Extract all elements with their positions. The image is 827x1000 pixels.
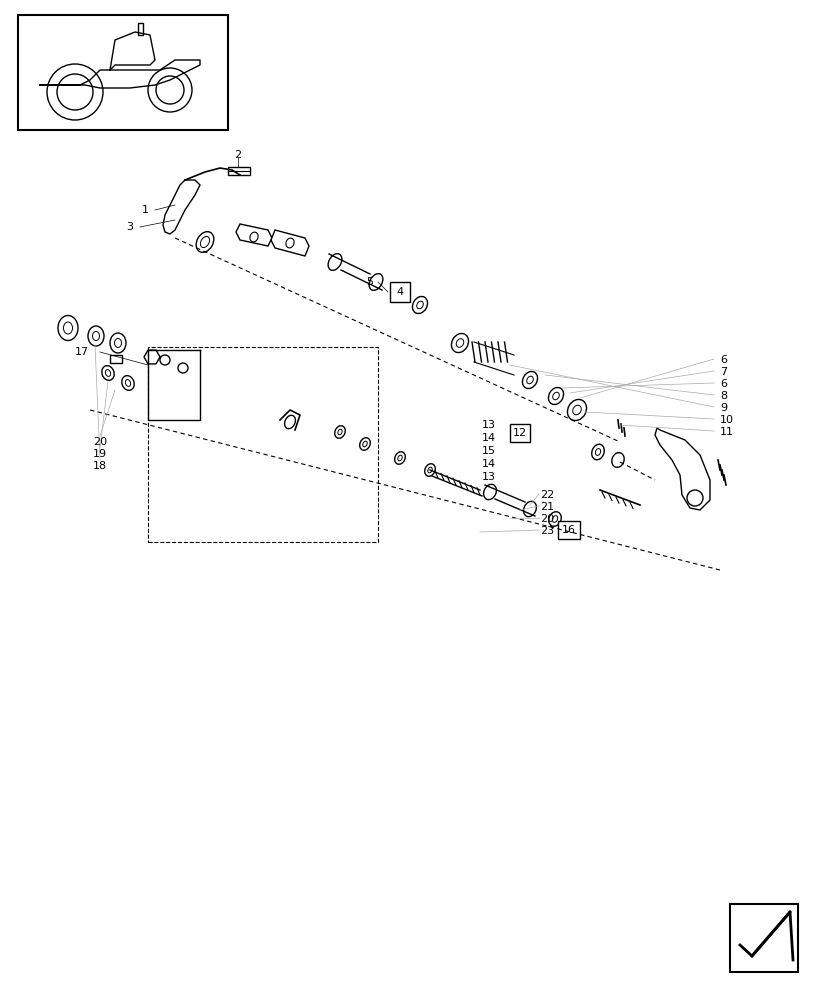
Text: 10: 10 [719, 415, 733, 425]
Text: 21: 21 [539, 502, 553, 512]
Text: 14: 14 [481, 433, 495, 443]
Ellipse shape [424, 464, 435, 476]
Ellipse shape [64, 322, 73, 334]
Text: 5: 5 [366, 277, 373, 287]
Text: 14: 14 [481, 459, 495, 469]
Ellipse shape [547, 387, 563, 405]
Bar [509, 424, 529, 442]
Polygon shape [236, 224, 272, 246]
Ellipse shape [428, 467, 432, 473]
Bar [390, 282, 409, 302]
Text: 7: 7 [719, 367, 726, 377]
Circle shape [148, 68, 192, 112]
Ellipse shape [102, 366, 114, 380]
Ellipse shape [88, 326, 104, 346]
Ellipse shape [196, 232, 213, 252]
Text: 4: 4 [396, 287, 403, 297]
Ellipse shape [526, 376, 533, 384]
Ellipse shape [397, 455, 402, 461]
Ellipse shape [93, 332, 99, 340]
Ellipse shape [114, 338, 122, 348]
Ellipse shape [416, 301, 423, 309]
Circle shape [686, 490, 702, 506]
Ellipse shape [285, 238, 294, 248]
Ellipse shape [125, 380, 131, 386]
Ellipse shape [548, 512, 561, 526]
Circle shape [155, 76, 184, 104]
Ellipse shape [552, 516, 557, 522]
Ellipse shape [337, 429, 342, 435]
Ellipse shape [334, 426, 345, 438]
Ellipse shape [58, 316, 78, 340]
Text: 2: 2 [234, 150, 241, 160]
Bar [138, 23, 143, 35]
Polygon shape [163, 180, 200, 234]
Ellipse shape [566, 399, 586, 421]
Text: 22: 22 [539, 490, 553, 500]
Text: 16: 16 [562, 525, 576, 535]
Text: 1: 1 [141, 205, 148, 215]
Text: 9: 9 [719, 403, 726, 413]
Text: 18: 18 [93, 461, 107, 471]
Circle shape [57, 74, 93, 110]
Bar [557, 521, 579, 539]
Ellipse shape [250, 232, 258, 242]
Ellipse shape [483, 484, 496, 500]
Ellipse shape [369, 274, 382, 290]
Ellipse shape [611, 453, 624, 467]
Text: 8: 8 [719, 391, 726, 401]
Ellipse shape [595, 449, 600, 455]
Ellipse shape [359, 438, 370, 450]
Ellipse shape [362, 441, 366, 447]
Bar [148, 347, 378, 542]
Ellipse shape [412, 296, 427, 314]
Text: 19: 19 [93, 449, 107, 459]
Bar [227, 167, 250, 175]
Text: 23: 23 [539, 526, 553, 536]
Circle shape [178, 363, 188, 373]
Ellipse shape [284, 415, 295, 429]
Text: 15: 15 [481, 446, 495, 456]
Text: 6: 6 [719, 355, 726, 365]
Circle shape [160, 355, 170, 365]
Bar [18, 15, 227, 130]
Ellipse shape [122, 376, 134, 390]
Text: 20: 20 [93, 437, 107, 447]
Bar [110, 355, 122, 363]
Text: 6: 6 [719, 379, 726, 389]
Ellipse shape [110, 333, 126, 353]
Ellipse shape [572, 405, 581, 415]
Text: 11: 11 [719, 427, 733, 437]
Polygon shape [270, 230, 308, 256]
Ellipse shape [523, 501, 536, 517]
Text: 20: 20 [539, 514, 553, 524]
Text: 13: 13 [481, 420, 495, 430]
Polygon shape [654, 428, 709, 510]
Circle shape [47, 64, 103, 120]
Text: 17: 17 [75, 347, 89, 357]
Bar [729, 904, 797, 972]
Ellipse shape [200, 236, 209, 248]
Ellipse shape [552, 392, 558, 400]
Ellipse shape [394, 452, 404, 464]
Text: 12: 12 [512, 428, 527, 438]
Ellipse shape [456, 339, 463, 347]
Ellipse shape [105, 370, 111, 376]
Text: 13: 13 [481, 472, 495, 482]
Text: 3: 3 [127, 222, 133, 232]
Ellipse shape [522, 371, 537, 389]
Ellipse shape [451, 333, 468, 353]
Ellipse shape [591, 444, 604, 460]
Ellipse shape [327, 254, 342, 270]
